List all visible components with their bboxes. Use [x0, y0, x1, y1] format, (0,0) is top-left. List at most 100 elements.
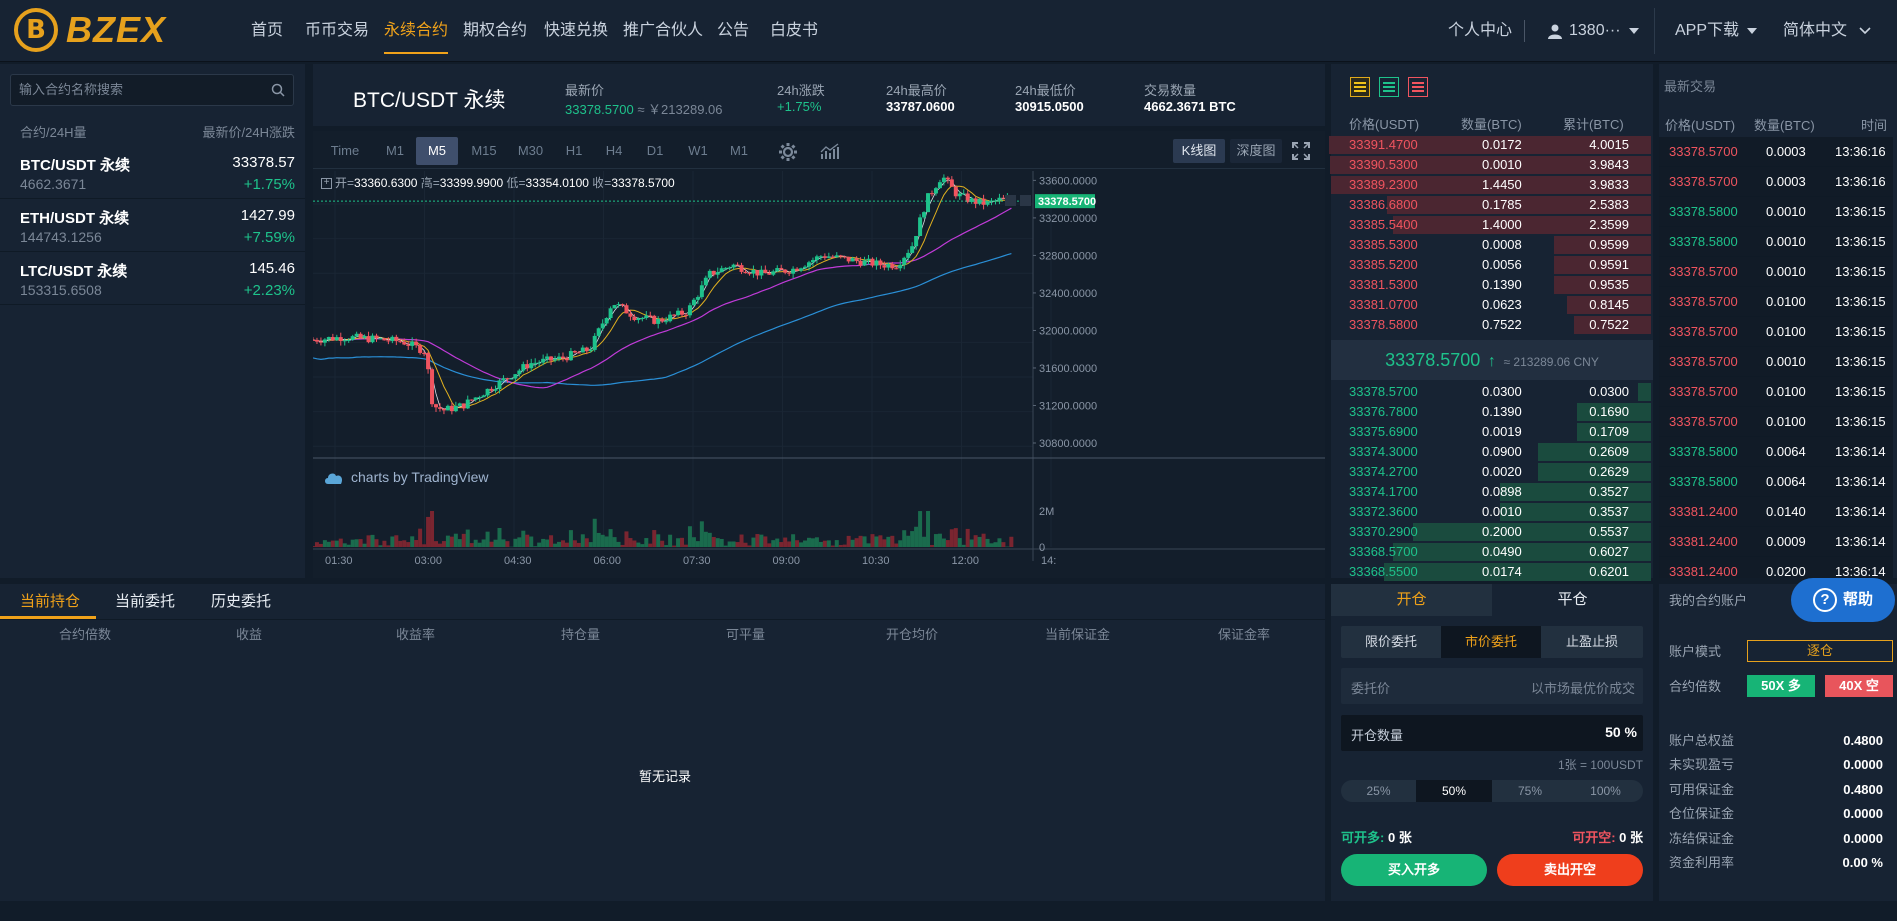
tf-h1[interactable]: H1 — [565, 143, 583, 158]
tf-mn1[interactable]: M1 — [729, 143, 749, 158]
help-button[interactable]: ? 帮助 — [1791, 578, 1895, 622]
col-closable: 可平量 — [726, 627, 766, 642]
nav-perpetual[interactable]: 永续合约 — [384, 0, 449, 62]
indicators-icon[interactable] — [820, 143, 840, 161]
volume-bar — [668, 534, 673, 547]
buy-long-button[interactable]: 买入开多 — [1341, 854, 1487, 886]
bid-row[interactable]: 33374.1700 0.0898 0.3527 — [1331, 482, 1651, 502]
tf-m1[interactable]: M1 — [385, 143, 405, 158]
ask-row[interactable]: 33391.4700 0.0172 4.0015 — [1329, 135, 1651, 155]
brand-logo[interactable]: BZEX — [66, 9, 167, 50]
bid-row[interactable]: 33368.5700 0.0490 0.6027 — [1331, 542, 1651, 562]
mode-selector[interactable]: 逐仓 — [1747, 640, 1893, 662]
trade-price: 33378.5700 — [1669, 264, 1738, 279]
nav-announcements[interactable]: 公告 — [717, 22, 750, 39]
collapse-icon[interactable]: + — [321, 178, 332, 190]
bid-row[interactable]: 33372.3600 0.0010 0.3537 — [1331, 502, 1651, 522]
percent-25[interactable]: 25% — [1366, 784, 1391, 798]
market-price: 33378.57 — [232, 154, 295, 171]
ask-row[interactable]: 33389.2300 1.4450 3.9833 — [1331, 175, 1651, 195]
qty-input[interactable]: 开仓数量 50 % — [1341, 715, 1643, 751]
volume-bar — [898, 540, 903, 547]
bid-total: 0.6027 — [1589, 544, 1629, 559]
tab-order-history[interactable]: 历史委托 — [211, 593, 272, 610]
tab-close[interactable]: 平仓 — [1557, 591, 1588, 608]
percent-50[interactable]: 50% — [1416, 780, 1492, 802]
candle-body — [616, 304, 621, 306]
kline-button[interactable]: K线图 — [1173, 139, 1225, 163]
orderbook-view-asks-icon[interactable] — [1408, 77, 1428, 97]
market-search-input[interactable]: 输入合约名称搜索 — [10, 74, 294, 106]
mid-price-bar: 33378.5700 ↑ ≈ 213289.06 CNY — [1331, 340, 1653, 380]
ask-row[interactable]: 33390.5300 0.0010 3.9843 — [1330, 155, 1651, 175]
sell-short-button[interactable]: 卖出开空 — [1497, 854, 1643, 886]
short-leverage-button[interactable]: 40X 空 — [1825, 675, 1893, 697]
order-type-stop[interactable]: 止盈止损 — [1565, 634, 1618, 649]
market-row-eth[interactable]: ETH/USDT 永续 144743.1256 1427.99 +7.59% — [0, 199, 305, 252]
leverage-label: 合约倍数 — [1669, 679, 1722, 694]
bid-row[interactable]: 33375.6900 0.0019 0.1709 — [1331, 422, 1651, 442]
tf-h4[interactable]: H4 — [605, 143, 623, 158]
app-download-menu[interactable]: APP下载 — [1675, 0, 1758, 62]
bid-row[interactable]: 33370.2900 0.2000 0.5537 — [1331, 522, 1651, 542]
tradingview-watermark[interactable]: charts by TradingView — [323, 469, 488, 485]
order-type-limit[interactable]: 限价委托 — [1364, 634, 1417, 649]
nav-home[interactable]: 首页 — [251, 22, 284, 39]
tf-m30[interactable]: M30 — [517, 143, 544, 158]
tf-m15[interactable]: M15 — [471, 143, 497, 158]
bid-row[interactable]: 33374.2700 0.0020 0.2629 — [1331, 462, 1651, 482]
orderbook-view-bids-icon[interactable] — [1379, 77, 1399, 97]
price-input[interactable]: 委托价 以市场最优价成交 — [1341, 668, 1643, 704]
percent-100[interactable]: 100% — [1590, 784, 1621, 798]
bid-row[interactable]: 33368.5500 0.0174 0.6201 — [1331, 562, 1651, 582]
ask-row[interactable]: 33386.6800 0.1785 2.5383 — [1331, 195, 1651, 215]
tf-m5[interactable]: M5 — [416, 137, 458, 165]
trade-price: 33381.2400 — [1669, 504, 1738, 519]
market-row-btc[interactable]: BTC/USDT 永续 4662.3671 33378.57 +1.75% — [0, 146, 305, 199]
bid-row[interactable]: 33374.3000 0.0900 0.2609 — [1331, 442, 1651, 462]
percent-75[interactable]: 75% — [1517, 784, 1543, 798]
ask-row[interactable]: 33385.5400 1.4000 2.3599 — [1331, 215, 1651, 235]
user-menu[interactable]: 1380··· — [1547, 0, 1639, 62]
volume-bar — [314, 542, 319, 547]
nav-spot[interactable]: 币币交易 — [305, 22, 370, 39]
nav-whitepaper[interactable]: 白皮书 — [770, 22, 819, 39]
ask-row[interactable]: 33385.5200 0.0056 0.9591 — [1331, 255, 1651, 275]
bid-row[interactable]: 33376.7800 0.1390 0.1690 — [1331, 402, 1651, 422]
market-row-ltc[interactable]: LTC/USDT 永续 153315.6508 145.46 +2.23% — [0, 252, 305, 305]
bid-row[interactable]: 33378.5700 0.0300 0.0300 — [1331, 382, 1651, 402]
language-menu[interactable]: 简体中文 — [1783, 0, 1871, 62]
nav-partner[interactable]: 推广合伙人 — [623, 22, 704, 39]
tab-current-orders[interactable]: 当前委托 — [115, 593, 176, 610]
personal-center-link[interactable]: 个人中心 — [1448, 22, 1513, 39]
tf-time[interactable]: Time — [330, 143, 360, 158]
order-type-market[interactable]: 市价委托 — [1441, 626, 1541, 658]
candle-body — [418, 345, 423, 353]
candle-body — [711, 270, 716, 275]
candlestick-chart[interactable]: 33378.5700 33600.0000 33200.0000 32800.0000… — [313, 171, 1325, 578]
logo-coin-icon[interactable]: B — [14, 8, 58, 52]
tab-open[interactable]: 开仓 — [1331, 584, 1492, 616]
ask-row[interactable]: 33385.5300 0.0008 0.9599 — [1331, 235, 1651, 255]
nav-swap[interactable]: 快速兑换 — [544, 22, 609, 39]
volume-bar — [322, 540, 327, 547]
tab-current-positions[interactable]: 当前持仓 — [20, 593, 81, 610]
long-leverage-button[interactable]: 50X 多 — [1747, 675, 1815, 697]
tf-w1[interactable]: W1 — [688, 143, 708, 158]
depth-button[interactable]: 深度图 — [1230, 139, 1282, 163]
candle-body — [342, 340, 347, 342]
ask-row[interactable]: 33381.0700 0.0623 0.8145 — [1331, 295, 1651, 315]
orderbook-view-both-icon[interactable] — [1350, 77, 1370, 97]
trade-row: 33378.5700 0.0100 13:36:15 — [1659, 407, 1893, 437]
volume-bar — [632, 540, 637, 547]
tf-d1[interactable]: D1 — [646, 143, 664, 158]
candle-body — [929, 193, 934, 195]
ask-row[interactable]: 33378.5800 0.7522 0.7522 — [1331, 315, 1651, 335]
bid-price: 33374.2700 — [1349, 464, 1418, 479]
search-icon[interactable] — [271, 83, 285, 97]
fullscreen-icon[interactable] — [1292, 142, 1310, 160]
volume-bar — [398, 540, 403, 547]
settings-gear-icon[interactable] — [778, 142, 798, 162]
nav-options[interactable]: 期权合约 — [463, 22, 528, 39]
ask-row[interactable]: 33381.5300 0.1390 0.9535 — [1331, 275, 1651, 295]
